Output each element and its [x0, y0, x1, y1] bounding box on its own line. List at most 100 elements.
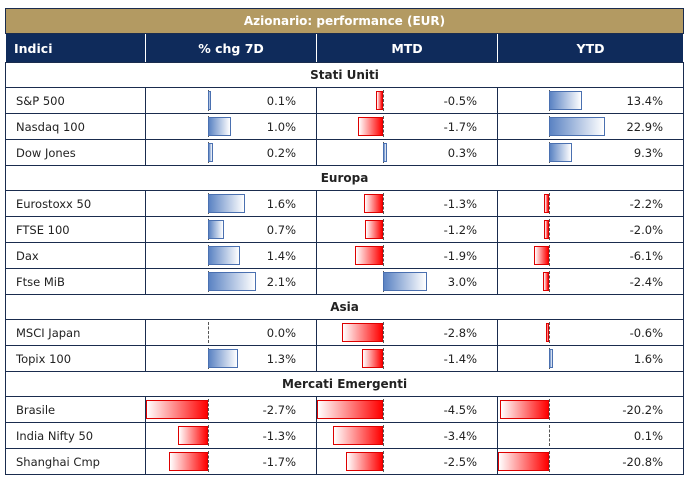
index-name: Shanghai Cmp: [5, 448, 146, 475]
table-row: Nasdaq 100 1.0% -1.7% 22.9%: [5, 113, 685, 140]
positive-bar: [383, 143, 388, 162]
performance-table: Azionario: performance (EUR) Indici % ch…: [4, 8, 685, 475]
negative-bar: [498, 452, 549, 471]
value-label: 22.9%: [626, 119, 664, 134]
zero-axis: [549, 451, 550, 472]
cell-d7: 0.0%: [145, 319, 317, 346]
index-name: Dax: [5, 242, 146, 269]
section-title: Stati Uniti: [4, 62, 685, 88]
zero-axis: [549, 219, 550, 240]
value-label: 1.6%: [266, 196, 296, 211]
performance-table-container: Azionario: performance (EUR) Indici % ch…: [4, 8, 685, 475]
cell-d7: -1.7%: [145, 448, 317, 475]
value-label: -1.7%: [262, 454, 296, 469]
value-label: -2.0%: [629, 222, 664, 237]
positive-bar: [208, 246, 241, 265]
cell-mtd: -0.5%: [316, 87, 498, 114]
zero-axis: [208, 425, 209, 446]
negative-bar: [316, 400, 383, 419]
negative-bar: [544, 220, 549, 239]
negative-bar: [499, 400, 549, 419]
zero-axis: [208, 399, 209, 420]
negative-bar: [333, 426, 383, 445]
zero-axis: [383, 399, 384, 420]
cell-d7: 1.6%: [145, 190, 317, 217]
zero-axis: [208, 451, 209, 472]
positive-bar: [208, 117, 231, 136]
cell-d7: 1.3%: [145, 345, 317, 372]
cell-mtd: -3.4%: [316, 422, 498, 449]
index-name: Nasdaq 100: [5, 113, 146, 140]
cell-ytd: 22.9%: [496, 113, 685, 140]
table-row: Brasile -2.7% -4.5% -20.2%: [5, 396, 685, 423]
value-label: -4.5%: [443, 402, 477, 417]
zero-axis: [549, 322, 550, 343]
negative-bar: [543, 194, 549, 213]
cell-d7: -1.3%: [145, 422, 317, 449]
zero-axis: [383, 116, 384, 137]
positive-bar: [549, 143, 572, 162]
table-row: Dow Jones 0.2% 0.3% 9.3%: [5, 139, 685, 166]
section-title: Europa: [4, 165, 685, 191]
positive-bar: [208, 91, 211, 110]
zero-axis: [383, 425, 384, 446]
value-label: -20.2%: [622, 402, 664, 417]
zero-axis: [383, 193, 384, 214]
index-name: Dow Jones: [5, 139, 146, 166]
negative-bar: [145, 400, 208, 419]
negative-bar: [355, 246, 383, 265]
positive-bar: [549, 91, 582, 110]
value-label: -6.1%: [629, 248, 664, 263]
cell-ytd: -2.4%: [496, 268, 685, 295]
value-label: -1.9%: [443, 248, 477, 263]
negative-bar: [365, 220, 383, 239]
value-label: 0.1%: [266, 93, 296, 108]
section-title: Mercati Emergenti: [4, 371, 685, 397]
positive-bar: [549, 349, 553, 368]
value-label: 0.0%: [266, 325, 296, 340]
section-header: Mercati Emergenti: [4, 371, 685, 397]
value-label: 0.1%: [633, 428, 664, 443]
table-row: Dax 1.4% -1.9% -6.1%: [5, 242, 685, 269]
index-name: Brasile: [5, 396, 146, 423]
value-label: 0.7%: [266, 222, 296, 237]
index-name: Ftse MiB: [5, 268, 146, 295]
value-label: 1.3%: [266, 351, 296, 366]
zero-axis: [383, 348, 384, 369]
value-label: 1.0%: [266, 119, 296, 134]
cell-mtd: -1.9%: [316, 242, 498, 269]
cell-mtd: -4.5%: [316, 396, 498, 423]
cell-ytd: -20.8%: [496, 448, 685, 475]
cell-mtd: -1.4%: [316, 345, 498, 372]
negative-bar: [543, 272, 549, 291]
value-label: -2.4%: [629, 274, 664, 289]
positive-bar: [208, 220, 225, 239]
index-name: S&P 500: [5, 87, 146, 114]
cell-mtd: -1.7%: [316, 113, 498, 140]
cell-d7: 1.4%: [145, 242, 317, 269]
value-label: 0.3%: [447, 145, 477, 160]
value-label: -2.5%: [443, 454, 477, 469]
cell-d7: 1.0%: [145, 113, 317, 140]
negative-bar: [534, 246, 549, 265]
table-row: MSCI Japan 0.0% -2.8% -0.6%: [5, 319, 685, 346]
zero-axis: [208, 322, 209, 343]
value-label: 13.4%: [626, 93, 664, 108]
negative-bar: [168, 452, 208, 471]
negative-bar: [341, 323, 383, 342]
cell-d7: 0.2%: [145, 139, 317, 166]
cell-d7: 0.7%: [145, 216, 317, 243]
index-name: MSCI Japan: [5, 319, 146, 346]
positive-bar: [208, 272, 257, 291]
cell-mtd: 0.3%: [316, 139, 498, 166]
section-header: Stati Uniti: [4, 62, 685, 88]
header-chg-7d: % chg 7D: [145, 33, 317, 63]
negative-bar: [362, 349, 383, 368]
index-name: FTSE 100: [5, 216, 146, 243]
cell-mtd: -1.2%: [316, 216, 498, 243]
value-label: -1.2%: [443, 222, 477, 237]
value-label: -1.3%: [443, 196, 477, 211]
zero-axis: [383, 219, 384, 240]
zero-axis: [549, 245, 550, 266]
index-name: Eurostoxx 50: [5, 190, 146, 217]
